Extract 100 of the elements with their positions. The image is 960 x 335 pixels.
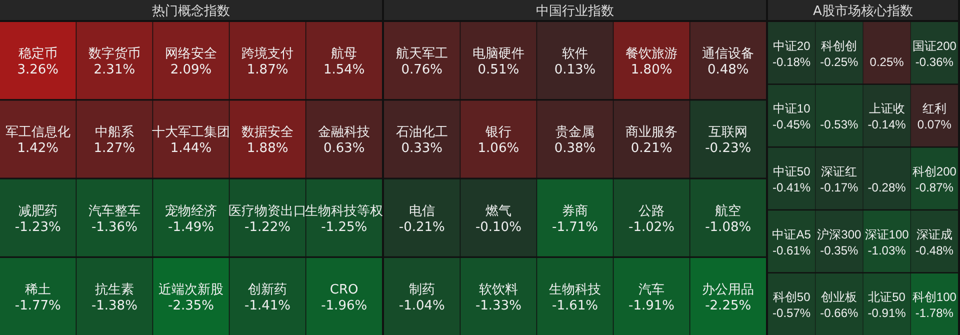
category-label: 银行	[484, 125, 512, 140]
data-label: 1.44%	[170, 141, 212, 156]
panel-header: 热门概念指数	[0, 0, 382, 20]
data-label: -1.38%	[91, 298, 138, 314]
category-label: 互联网	[708, 125, 748, 140]
data-label: -0.41%	[772, 180, 811, 194]
category-label: 中证20	[772, 38, 811, 53]
category-label: 科创创	[821, 38, 858, 53]
category-label: 通信设备	[702, 46, 754, 62]
category-label: 抗生素	[94, 282, 134, 298]
data-label: -1.71%	[552, 220, 598, 235]
category-label: 燃气	[485, 204, 512, 219]
data-label: 0.48%	[707, 62, 749, 78]
data-label: -1.96%	[321, 298, 368, 314]
data-label: -0.35%	[820, 243, 859, 258]
category-label: 中证10	[772, 102, 811, 116]
category-label: 中证A5	[772, 227, 812, 242]
category-label: 国证200	[912, 38, 957, 53]
category-label: 电脑硬件	[472, 46, 524, 62]
category-label: 券商	[562, 204, 588, 219]
data-label: -1.08%	[705, 220, 752, 235]
category-label: 航空	[715, 204, 742, 219]
category-label: 深证红	[821, 164, 858, 178]
category-label: CRO	[330, 282, 358, 298]
data-label: -0.57%	[772, 306, 811, 320]
category-label: 跨境支付	[242, 46, 294, 62]
data-label: 1.88%	[246, 141, 288, 156]
data-label: 0.13%	[554, 62, 596, 78]
category-label: 创新药	[248, 282, 288, 298]
category-label: 数字货币	[88, 46, 140, 62]
data-label: 0.25%	[870, 54, 904, 69]
data-label: -1.41%	[244, 298, 291, 314]
data-label: -1.03%	[868, 243, 906, 258]
category-label: 科创100	[912, 290, 957, 304]
data-label: -0.14%	[868, 118, 906, 132]
data-label: -0.25%	[820, 54, 859, 69]
category-label: 十大军工集团	[152, 125, 230, 140]
category-label: 航天军工	[396, 46, 448, 62]
category-label: 减肥药	[18, 204, 58, 219]
data-label: -0.61%	[772, 243, 811, 258]
data-label: 0.07%	[917, 118, 952, 132]
data-label: -1.33%	[475, 298, 522, 314]
category-label: 沪深300	[817, 227, 862, 242]
data-label: 1.42%	[17, 141, 59, 156]
category-label: 石油化工	[396, 125, 448, 140]
category-label: 汽车整车	[88, 204, 140, 219]
category-label: 数据安全	[242, 124, 294, 140]
data-label: -1.04%	[398, 298, 445, 314]
data-label: -0.18%	[772, 54, 811, 69]
data-label: -2.25%	[705, 298, 752, 314]
category-label: 稀土	[24, 282, 51, 298]
data-label: -1.02%	[628, 220, 675, 235]
data-label: -1.25%	[321, 220, 368, 235]
data-label: 1.27%	[94, 141, 136, 156]
category-label: 中船系	[94, 125, 134, 140]
category-label: 餐饮旅游	[626, 46, 678, 62]
data-label: 0.51%	[478, 62, 520, 78]
panel-header: A股市场核心指数	[768, 0, 958, 20]
data-label: -0.48%	[915, 243, 954, 258]
category-label: 北证50	[868, 290, 906, 304]
data-label: 1.87%	[246, 62, 288, 78]
data-label: -1.77%	[14, 298, 61, 314]
data-label: 3.26%	[17, 62, 59, 78]
category-label: 网络安全	[165, 46, 217, 62]
data-label: 0.33%	[401, 141, 443, 156]
category-label: 宠物经济	[165, 204, 217, 219]
data-label: 0.38%	[554, 141, 596, 156]
data-label: -0.10%	[475, 220, 522, 235]
data-label: 1.80%	[630, 62, 672, 78]
data-label: 2.31%	[94, 62, 136, 78]
data-label: -1.61%	[552, 298, 598, 314]
category-label: 军工信息化	[5, 125, 70, 140]
data-label: -0.17%	[820, 180, 859, 194]
category-label: 汽车	[638, 282, 665, 298]
category-label: 生物科技	[549, 282, 601, 298]
category-label: 软饮料	[478, 282, 518, 298]
category-label: 生物科技等权	[305, 204, 384, 219]
data-label: -0.87%	[915, 180, 954, 194]
category-label: 电信	[408, 204, 435, 219]
category-label: 红利	[922, 102, 946, 116]
category-label: 金融科技	[318, 125, 370, 140]
data-label: -1.78%	[915, 306, 954, 320]
data-label: 0.63%	[323, 141, 365, 156]
category-label: 上证收	[868, 102, 905, 116]
data-label: -2.35%	[168, 298, 214, 314]
category-label: 制药	[408, 282, 435, 298]
data-label: 0.21%	[630, 141, 672, 156]
data-label: 1.54%	[323, 62, 365, 78]
data-label: 2.09%	[170, 62, 212, 78]
category-label: 近端次新股	[158, 282, 224, 298]
category-label: 贵金属	[556, 125, 594, 140]
category-label: 创业板	[821, 290, 858, 304]
data-label: -1.91%	[628, 298, 675, 314]
data-label: -1.23%	[14, 220, 61, 235]
data-label: -0.28%	[868, 180, 906, 194]
category-label: 科创200	[912, 164, 957, 178]
category-label: 软件	[562, 46, 588, 62]
data-label: -0.91%	[868, 306, 906, 320]
data-label: -1.49%	[168, 220, 214, 235]
data-label: 0.76%	[401, 62, 443, 78]
